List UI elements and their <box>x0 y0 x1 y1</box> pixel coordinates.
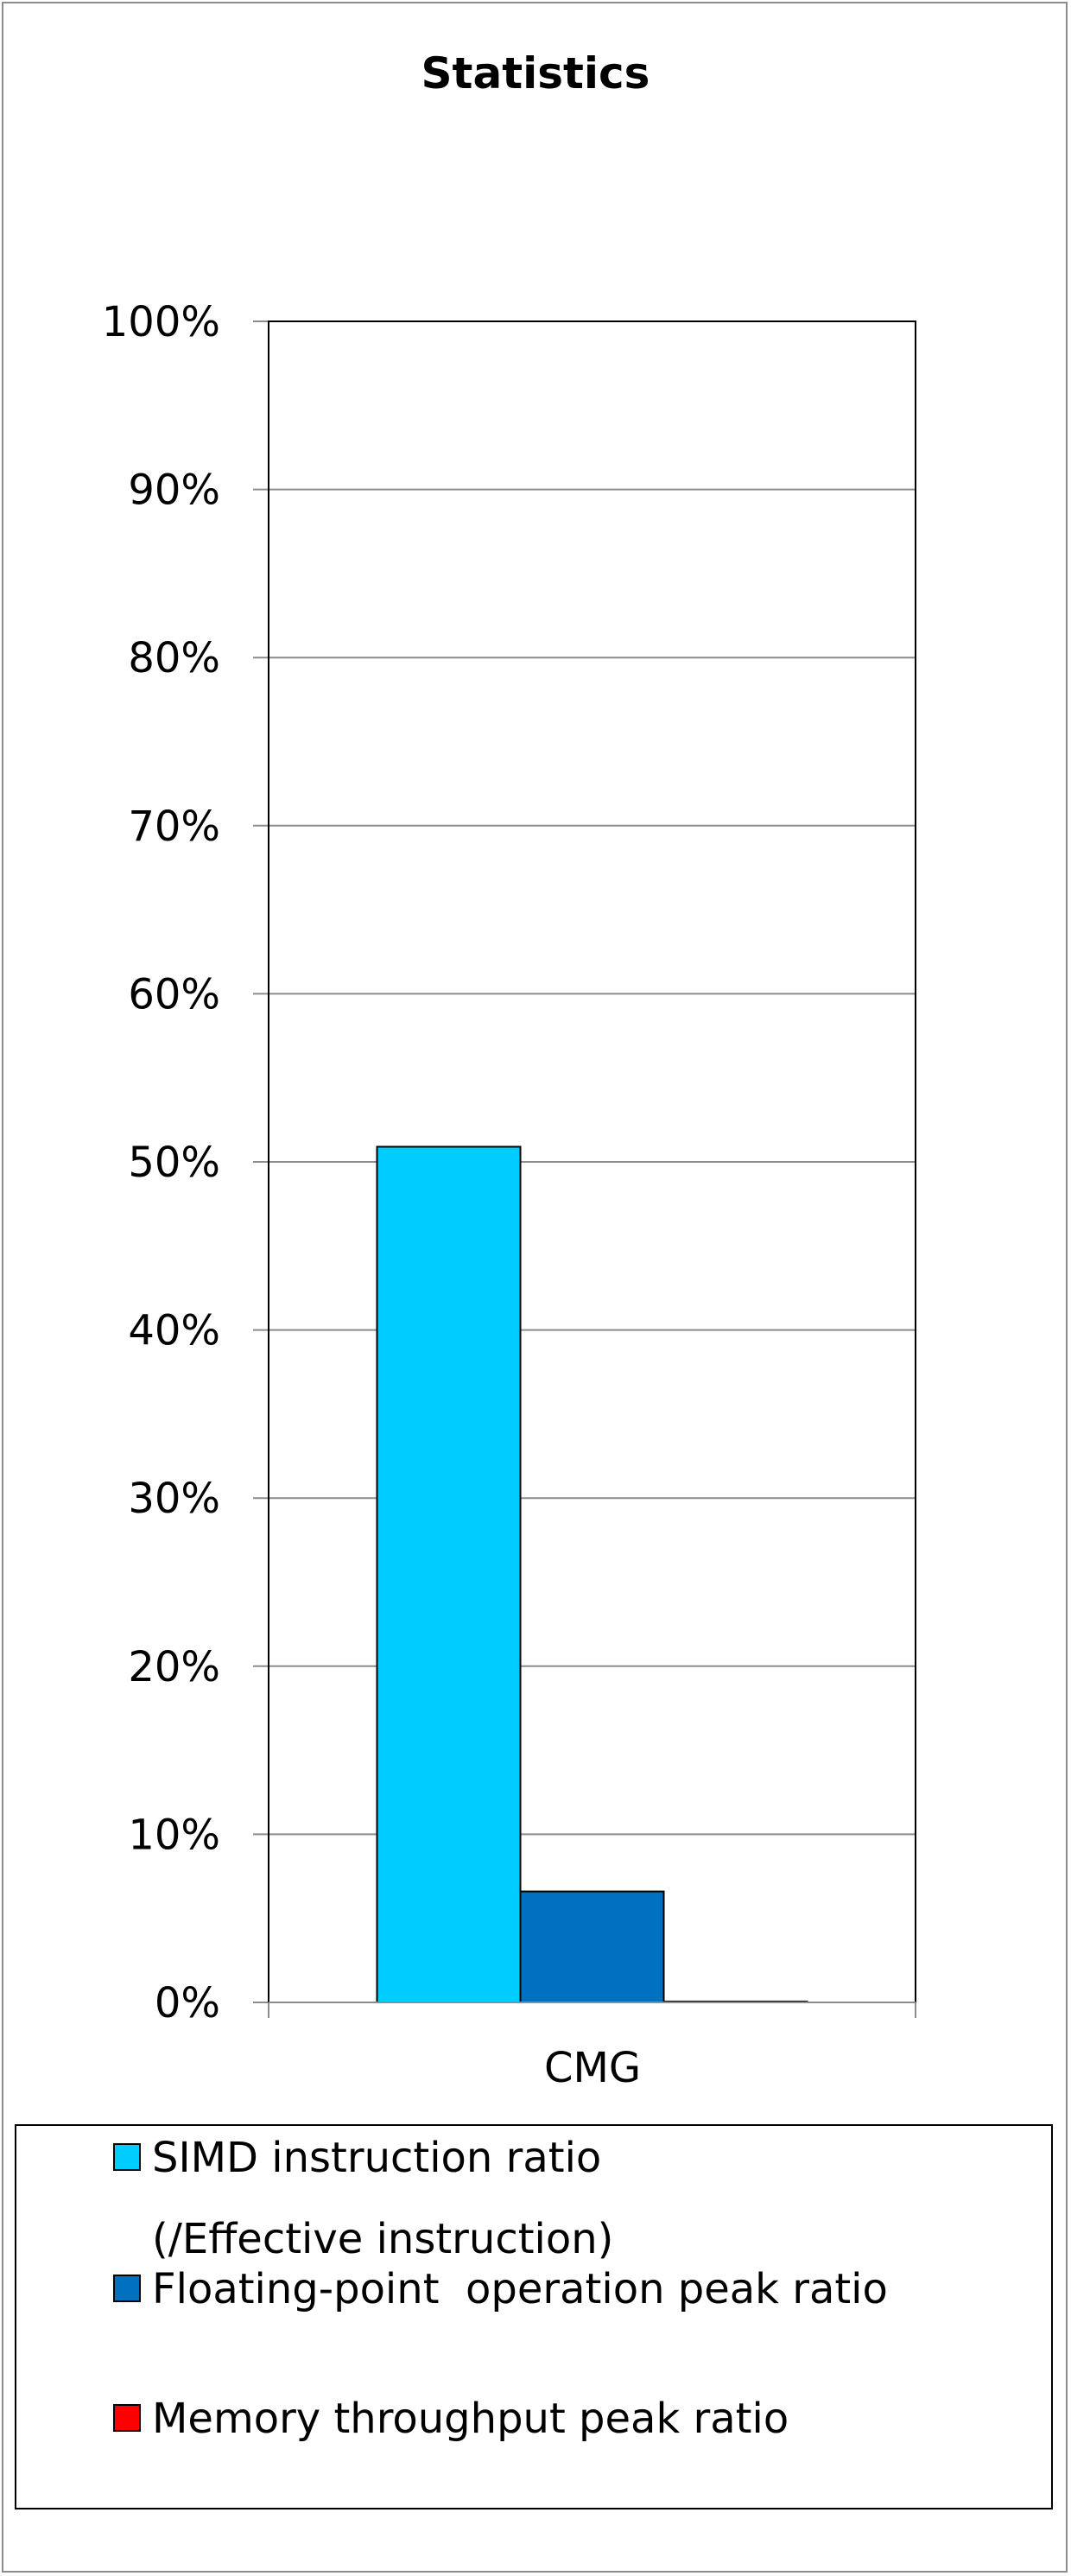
y-tick-label: 70% <box>128 803 220 851</box>
bar-flops <box>519 1890 665 2003</box>
bar-simd <box>376 1145 522 2003</box>
legend-label-simd-line2: (/Effective instruction) <box>152 2215 613 2263</box>
y-tick-label: 80% <box>128 634 220 682</box>
y-tick-label: 50% <box>128 1139 220 1187</box>
y-tick-label: 20% <box>128 1643 220 1691</box>
y-tick-label: 60% <box>128 970 220 1018</box>
legend-swatch-flops <box>113 2275 141 2302</box>
x-category-label: CMG <box>544 2044 641 2092</box>
y-tick-label: 10% <box>128 1811 220 1859</box>
y-tick-label: 100% <box>102 298 220 346</box>
gridlines <box>269 488 916 1836</box>
legend-swatch-memory <box>113 2404 141 2432</box>
legend-label-flops: Floating-point operation peak ratio <box>152 2265 888 2313</box>
chart-title: Statistics <box>421 48 650 98</box>
y-tick-label: 30% <box>128 1475 220 1523</box>
y-axis-ticks: 0% 10% 20% 30% 40% 50% 60% 70% 80% 90% 100% <box>102 298 269 2027</box>
bars <box>376 1145 808 2003</box>
y-tick-label: 40% <box>128 1307 220 1355</box>
legend-box <box>15 2124 1053 2509</box>
legend-item-memory: Memory throughput peak ratio <box>113 2395 789 2443</box>
legend-label-memory: Memory throughput peak ratio <box>152 2395 789 2443</box>
y-tick-label: 90% <box>128 466 220 515</box>
y-tick-label: 0% <box>155 1979 220 2027</box>
legend-item-flops: Floating-point operation peak ratio <box>113 2265 888 2313</box>
axes <box>268 320 916 2018</box>
legend-swatch-simd <box>113 2143 141 2171</box>
legend-item-simd: SIMD instruction ratio (/Effective instr… <box>113 2134 613 2263</box>
legend-label-simd: SIMD instruction ratio <box>152 2134 601 2182</box>
